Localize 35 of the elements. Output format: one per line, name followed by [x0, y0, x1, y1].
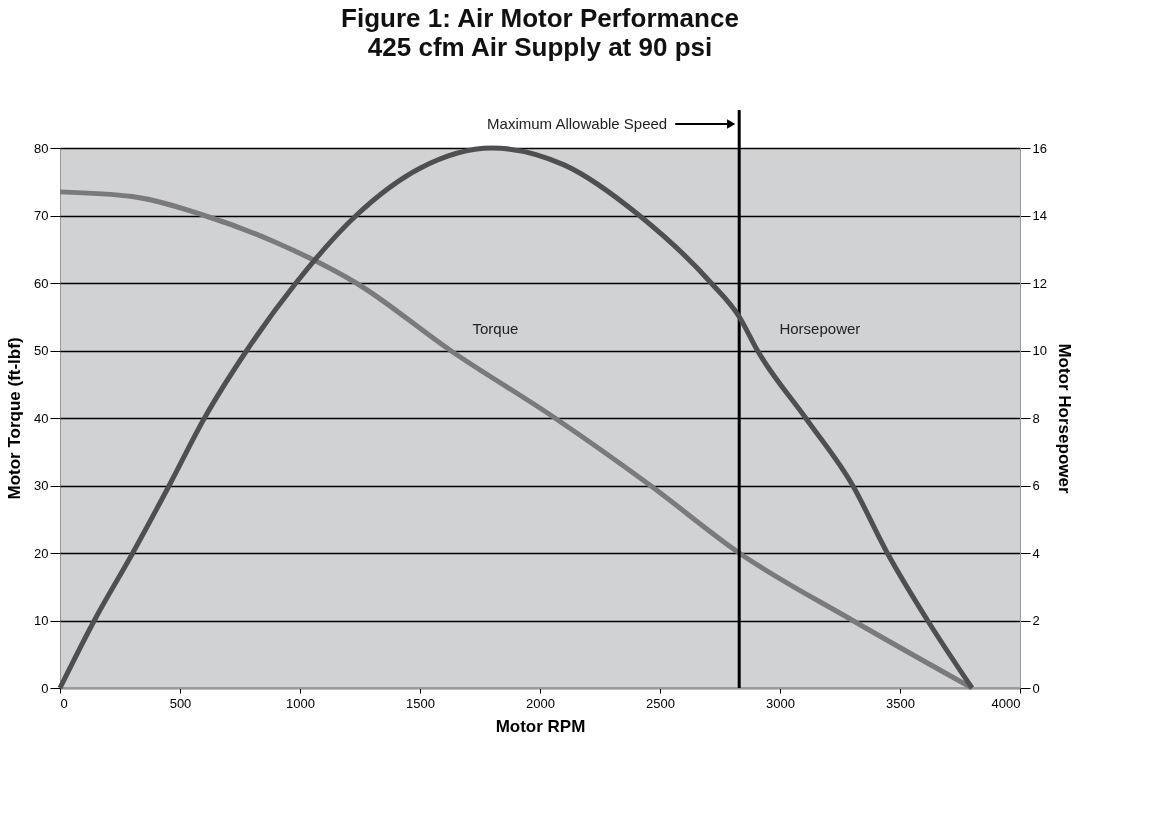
y2-tick-label: 0 — [1032, 680, 1040, 696]
x-tick-label: 3500 — [886, 695, 915, 711]
y2-tick-label: 6 — [1032, 478, 1040, 493]
y2-tick-label: 14 — [1032, 208, 1047, 223]
y-axis-title: Motor Torque (ft-lbf) — [5, 337, 25, 500]
y-tick-label: 70 — [34, 208, 49, 223]
x-tick-label: 1500 — [406, 695, 435, 711]
x-tick-label: 1000 — [286, 695, 315, 711]
x-tick-label: 0 — [60, 695, 68, 711]
y-tick-label: 20 — [34, 545, 49, 561]
series-label: Horsepower — [779, 319, 861, 337]
x-tick-label: 2500 — [646, 695, 675, 711]
x-tick-label: 2000 — [526, 695, 555, 711]
y-tick-label: 30 — [34, 478, 49, 493]
y2-axis-title: Motor Horsepower — [1054, 343, 1074, 494]
y2-tick-label: 2 — [1032, 613, 1040, 628]
x-axis-title: Motor RPM — [495, 716, 586, 736]
series-label: Torque — [472, 319, 519, 337]
y-tick-label: 80 — [34, 140, 49, 156]
y2-tick-label: 8 — [1032, 410, 1040, 426]
x-tick-label: 3000 — [766, 695, 795, 711]
chart-subtitle: 425 cfm Air Supply at 90 psi — [367, 31, 713, 62]
y2-tick-label: 10 — [1032, 343, 1047, 358]
y-tick-label: 0 — [41, 680, 49, 696]
y2-tick-label: 4 — [1032, 545, 1040, 561]
y-tick-label: 50 — [34, 343, 49, 358]
y2-tick-label: 16 — [1032, 140, 1047, 156]
y-tick-label: 10 — [34, 613, 49, 628]
y2-tick-label: 12 — [1032, 275, 1047, 291]
y-tick-label: 40 — [34, 410, 49, 426]
chart-title: Figure 1: Air Motor Performance — [341, 2, 739, 33]
ref-line-label: Maximum Allowable Speed — [487, 115, 668, 132]
x-tick-label: 4000 — [991, 695, 1021, 711]
x-tick-label: 500 — [169, 695, 192, 711]
y-tick-label: 60 — [34, 275, 49, 291]
